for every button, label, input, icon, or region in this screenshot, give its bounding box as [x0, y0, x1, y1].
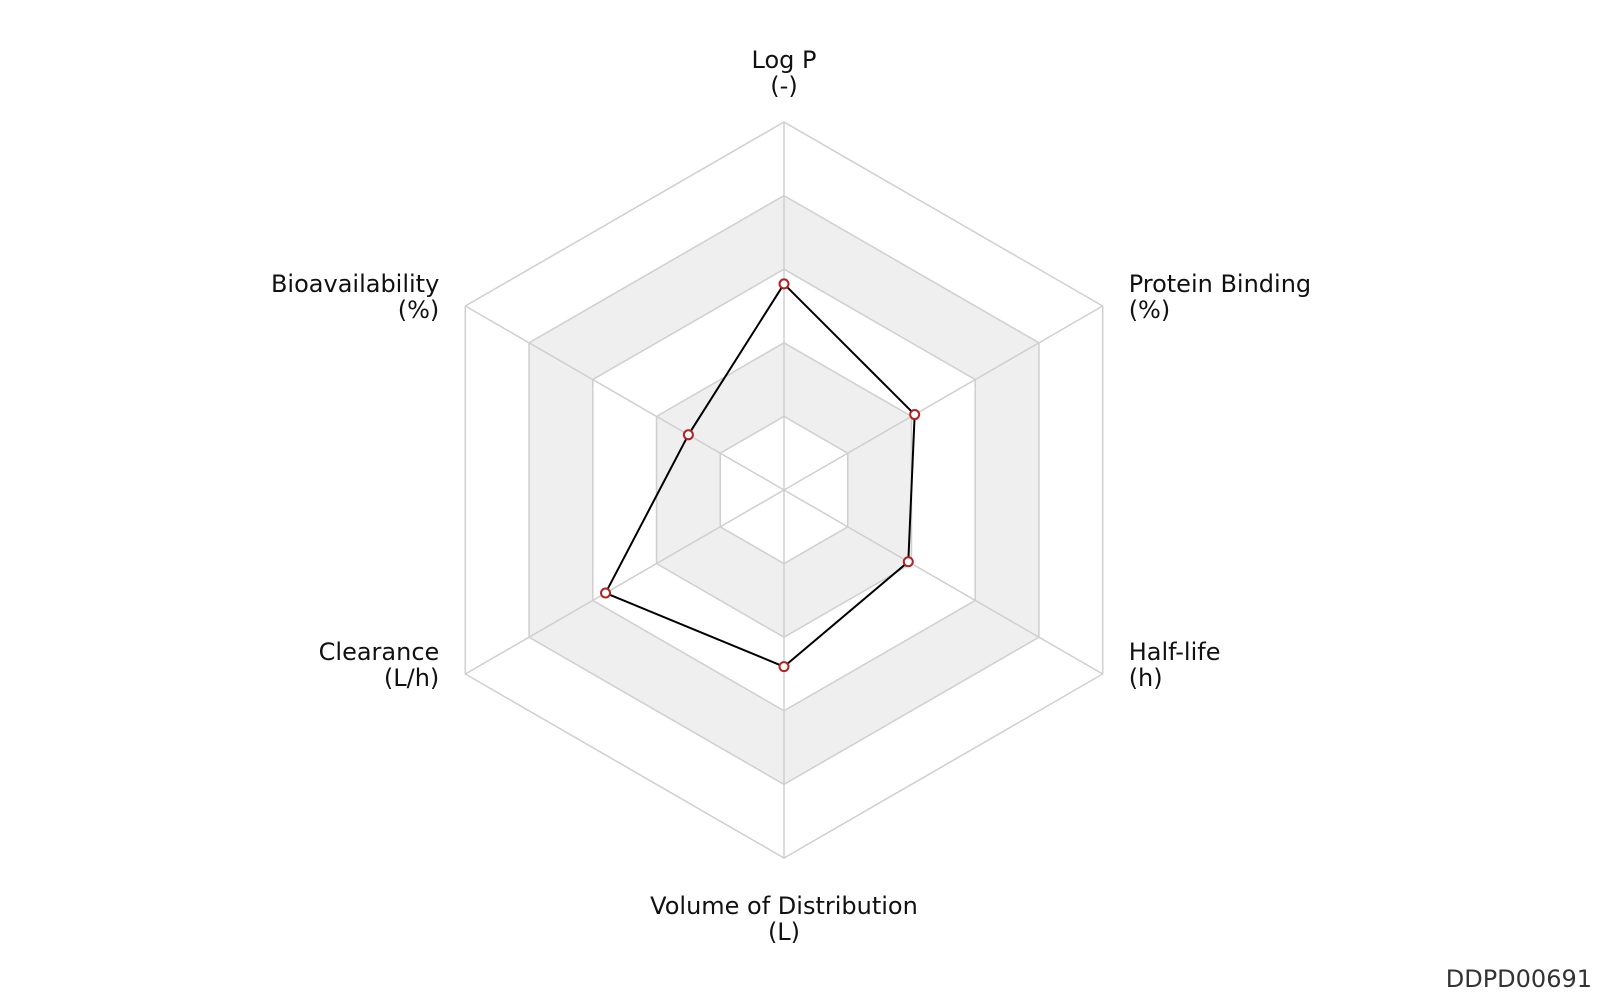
- spoke-2: [783, 489, 1104, 675]
- axis-label-0: Log P(-): [752, 46, 817, 100]
- axis-label-4: Clearance(L/h): [319, 638, 440, 692]
- radar-axis-labels: Log P(-)Protein Binding(%)Half-life(h)Vo…: [271, 46, 1311, 946]
- axis-label-5: Bioavailability(%): [271, 270, 439, 324]
- axis-unit: (L/h): [384, 664, 439, 692]
- data-point-1: [909, 409, 921, 421]
- chart-identifier: DDPD00691: [1446, 965, 1592, 993]
- spoke-5: [464, 305, 785, 491]
- radar-spokes: [464, 122, 1104, 858]
- axis-name: Half-life: [1129, 638, 1221, 666]
- axis-name: Bioavailability: [271, 270, 439, 298]
- axis-name: Clearance: [319, 638, 440, 666]
- data-point-0: [778, 278, 790, 290]
- ring-band-1: [656, 342, 912, 638]
- data-point-5: [682, 429, 694, 441]
- data-point-4: [600, 587, 612, 599]
- axis-label-1: Protein Binding(%): [1129, 270, 1311, 324]
- axis-unit: (%): [1129, 296, 1171, 324]
- axis-name: Volume of Distribution: [650, 892, 918, 920]
- data-point-3: [778, 661, 790, 673]
- axis-unit: (%): [398, 296, 440, 324]
- spoke-4: [464, 489, 785, 675]
- axis-label-2: Half-life(h): [1129, 638, 1221, 692]
- axis-unit: (-): [770, 72, 797, 100]
- axis-unit: (L): [768, 918, 800, 946]
- axis-name: Log P: [752, 46, 817, 74]
- spoke-1: [783, 305, 1104, 491]
- axis-unit: (h): [1129, 664, 1163, 692]
- data-point-2: [902, 556, 914, 568]
- axis-name: Protein Binding: [1129, 270, 1311, 298]
- axis-label-3: Volume of Distribution(L): [650, 892, 918, 946]
- radar-series: [600, 278, 921, 673]
